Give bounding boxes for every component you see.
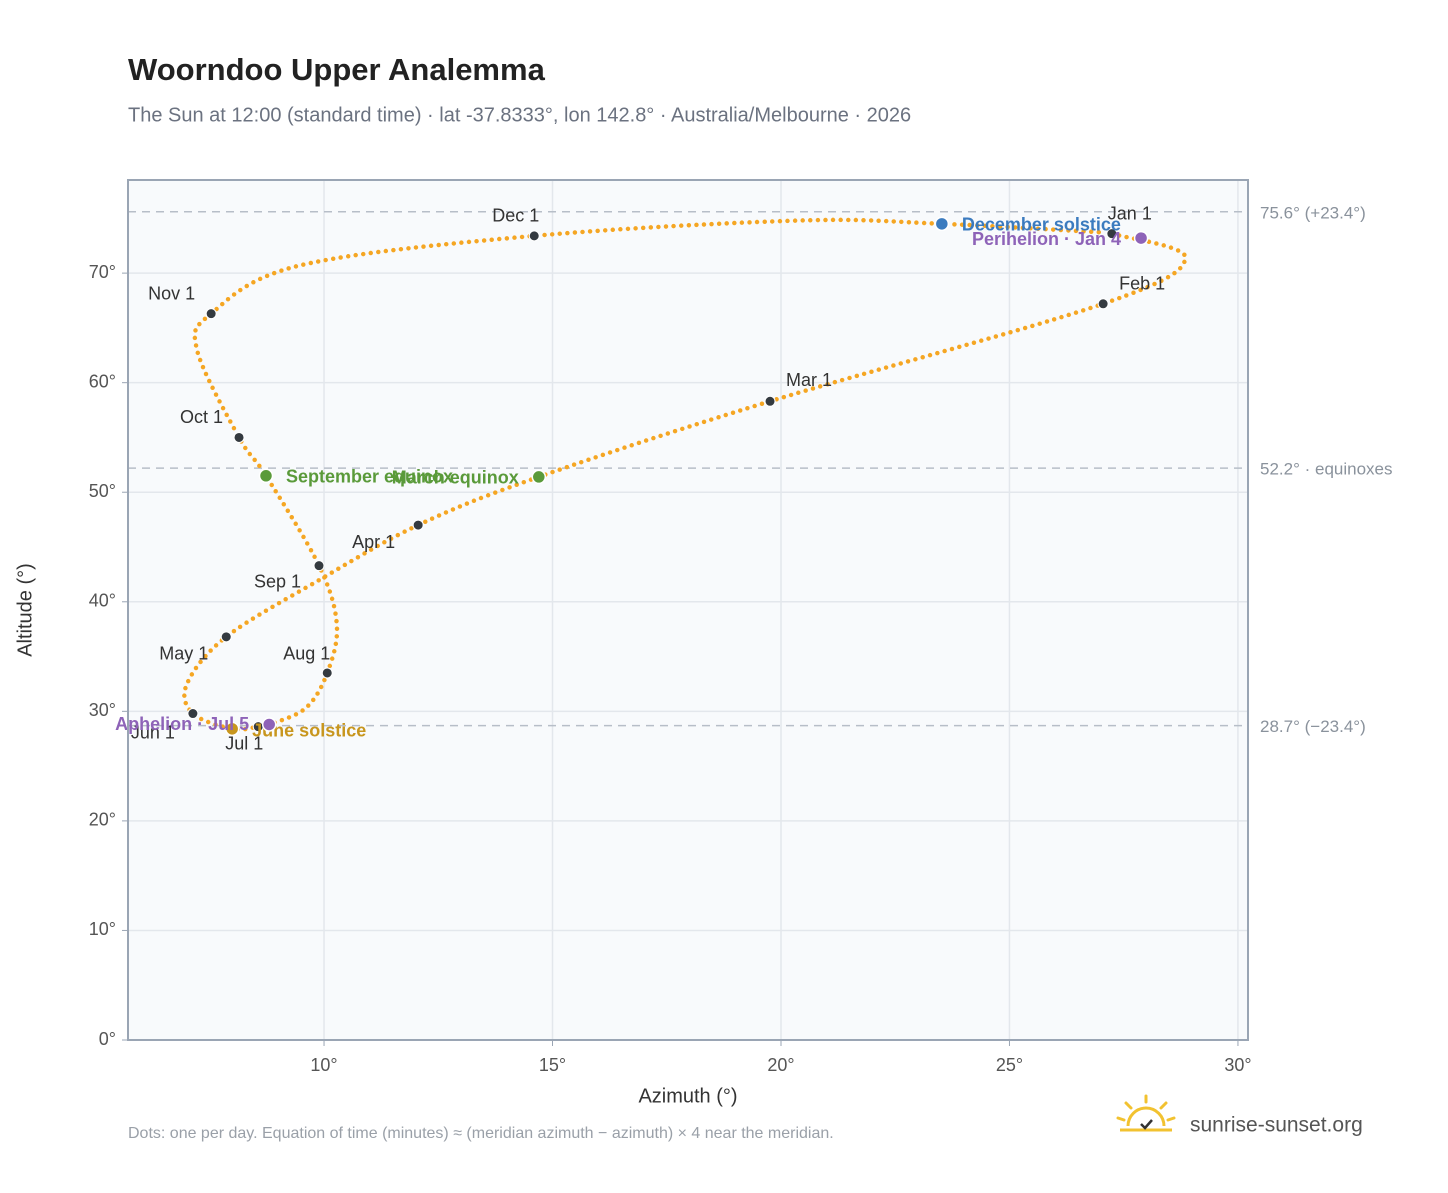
x-tick-label: 30°	[1224, 1055, 1251, 1075]
month-label: May 1	[159, 644, 208, 664]
x-tick-label: 15°	[539, 1055, 566, 1075]
reference-label: 28.7° (−23.4°)	[1260, 717, 1366, 736]
month-label: Jul 1	[225, 733, 263, 753]
x-tick-label: 10°	[310, 1055, 337, 1075]
event-marker	[261, 717, 277, 732]
month-label: Dec 1	[492, 206, 539, 226]
event-marker	[224, 721, 240, 737]
plot-frame	[127, 179, 1249, 1041]
y-tick-label: 40°	[89, 591, 116, 611]
y-tick-label: 20°	[89, 810, 116, 830]
month-label: Aug 1	[283, 644, 330, 664]
month-marker	[1097, 298, 1109, 310]
y-tick-label: 0°	[99, 1029, 116, 1049]
event-marker	[934, 216, 950, 232]
month-marker	[1106, 228, 1118, 240]
month-marker	[313, 560, 325, 572]
y-tick-label: 10°	[89, 919, 116, 939]
daily-sun-dots	[182, 217, 1188, 732]
y-tick-label: 60°	[89, 371, 116, 391]
month-label: Jan 1	[1108, 203, 1152, 223]
month-label: Nov 1	[148, 283, 195, 303]
month-marker	[412, 519, 424, 531]
plot-area	[128, 180, 1248, 1040]
chart-subtitle: The Sun at 12:00 (standard time) · lat -…	[128, 104, 911, 126]
month-label: Sep 1	[254, 571, 301, 591]
y-tick-label: 50°	[89, 481, 116, 501]
month-label: Apr 1	[352, 532, 395, 552]
event-marker	[1133, 230, 1149, 246]
month-label: Feb 1	[1119, 274, 1165, 294]
brand-name: sunrise-sunset.org	[1190, 1114, 1363, 1137]
month-marker	[205, 308, 217, 320]
month-marker	[233, 431, 245, 443]
event-label: December solstice	[962, 215, 1121, 235]
event-label: Aphelion · Jul 5	[115, 714, 249, 734]
month-marker	[220, 631, 232, 643]
event-label: September equinox	[286, 467, 453, 487]
event-label: March equinox	[392, 468, 519, 488]
x-tick-label: 25°	[996, 1055, 1023, 1075]
y-tick-label: 70°	[89, 262, 116, 282]
month-marker	[764, 395, 776, 407]
x-tick-label: 20°	[767, 1055, 794, 1075]
event-marker	[531, 469, 547, 485]
x-axis-label: Azimuth (°)	[638, 1085, 737, 1107]
event-label: Perihelion · Jan 4	[972, 229, 1121, 249]
reference-label: 52.2° · equinoxes	[1260, 460, 1393, 479]
y-axis-label: Altitude (°)	[14, 563, 36, 657]
month-label: Oct 1	[180, 407, 223, 427]
month-label: Mar 1	[786, 370, 832, 390]
month-marker	[528, 230, 540, 242]
month-label: Jun 1	[131, 722, 175, 742]
month-marker	[187, 708, 199, 720]
brand-logo	[1116, 1094, 1176, 1132]
month-marker	[321, 667, 333, 679]
footnote: Dots: one per day. Equation of time (min…	[128, 1125, 834, 1142]
event-label: June solstice	[252, 721, 366, 741]
event-marker	[258, 468, 274, 484]
y-tick-label: 30°	[89, 700, 116, 720]
chart-title: Woorndoo Upper Analemma	[128, 52, 546, 87]
reference-label: 75.6° (+23.4°)	[1260, 203, 1366, 222]
